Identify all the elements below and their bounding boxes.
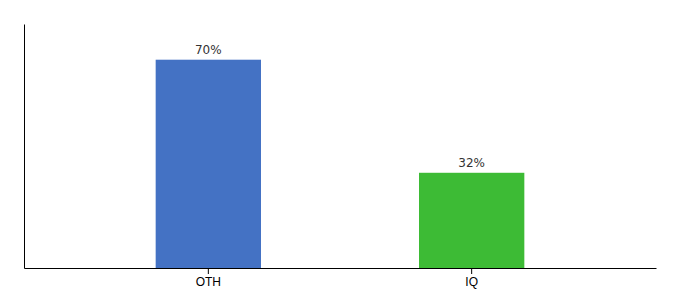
- y-axis-line: [24, 25, 25, 269]
- x-tick-label: IQ: [465, 275, 478, 289]
- data-label: 32%: [458, 156, 485, 170]
- x-tick: IQ: [465, 268, 478, 289]
- data-label: 70%: [195, 43, 222, 57]
- data-labels: 70% 32%: [195, 43, 485, 170]
- bar: [156, 60, 261, 268]
- chart-svg: OTH IQ 70% 32%: [0, 0, 680, 300]
- bars: [156, 60, 525, 268]
- x-axis-line: [25, 268, 657, 269]
- chart-container: OTH IQ 70% 32%: [0, 0, 680, 300]
- x-tick: OTH: [196, 268, 221, 289]
- x-tick-mark: [208, 268, 209, 274]
- x-axis: OTH IQ: [25, 268, 657, 289]
- y-axis: [24, 25, 25, 269]
- bar: [419, 173, 524, 268]
- plot-area: OTH IQ 70% 32%: [25, 25, 657, 289]
- x-tick-mark: [471, 268, 472, 274]
- x-tick-label: OTH: [196, 275, 221, 289]
